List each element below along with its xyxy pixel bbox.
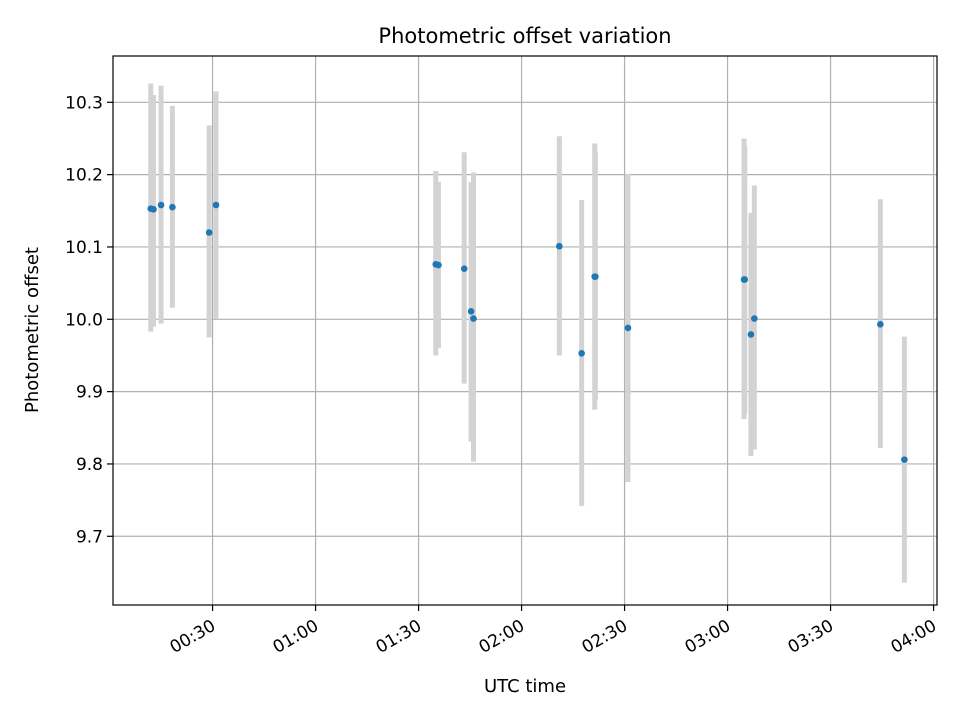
x-axis-label: UTC time	[484, 676, 566, 697]
data-point	[901, 456, 908, 463]
data-point	[212, 201, 220, 209]
data-point	[150, 206, 157, 213]
data-point	[157, 201, 165, 209]
chart-title: Photometric offset variation	[378, 24, 671, 48]
y-tick-label: 9.7	[76, 527, 103, 547]
grid	[113, 56, 937, 605]
y-tick-label: 9.9	[76, 383, 103, 403]
data-point	[741, 276, 749, 283]
plot-frame	[112, 55, 938, 606]
y-tick-label: 10.0	[65, 310, 103, 330]
y-tick-label: 10.3	[65, 93, 103, 113]
data-point	[578, 349, 585, 357]
data-point	[470, 315, 477, 322]
y-axis-ticks: 9.7 9.8 9.9 10.0 10.1 10.2 10.3	[65, 93, 113, 547]
data-point	[556, 242, 563, 250]
data-point	[877, 321, 884, 328]
data-point	[205, 229, 213, 236]
y-axis-label: Photometric offset	[22, 247, 43, 413]
data-point	[467, 308, 475, 315]
data-point	[169, 203, 176, 211]
data-point	[624, 324, 632, 332]
data-points	[147, 201, 908, 463]
data-point	[747, 331, 755, 338]
data-point	[592, 273, 599, 280]
y-tick-label: 10.1	[65, 238, 103, 258]
y-tick-label: 10.2	[65, 166, 103, 186]
y-tick-label: 9.8	[76, 455, 103, 475]
data-point	[460, 265, 468, 272]
data-point	[751, 315, 758, 322]
data-point	[435, 261, 442, 269]
